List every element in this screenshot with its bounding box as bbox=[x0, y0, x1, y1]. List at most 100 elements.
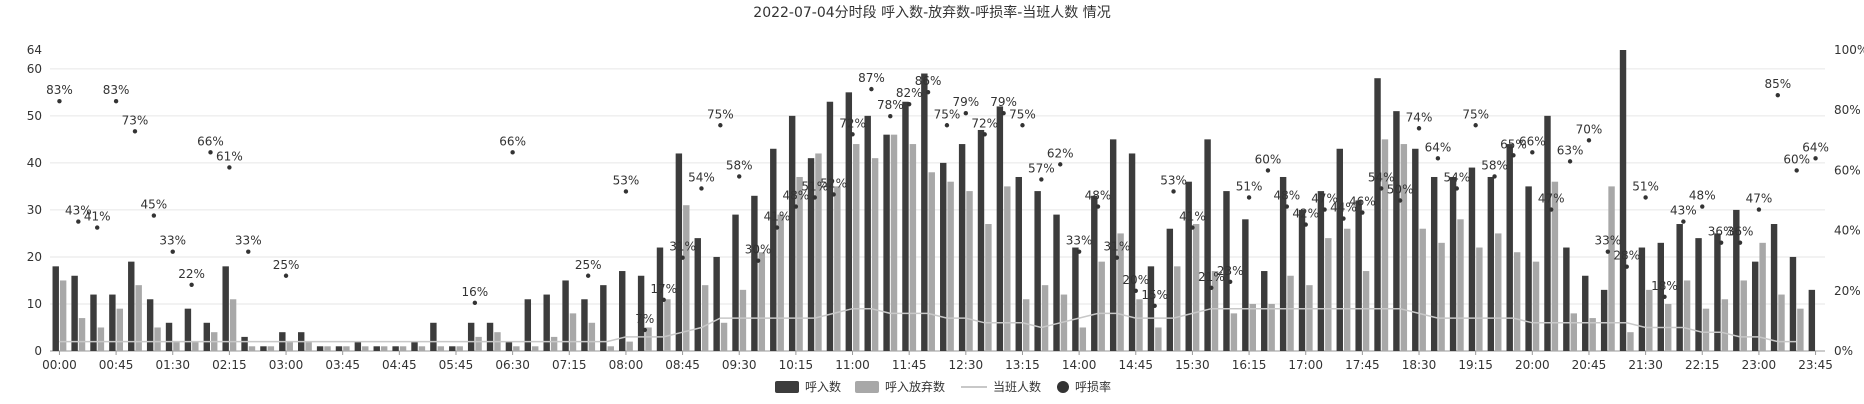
bar-abandoned bbox=[985, 224, 992, 351]
bar-calls bbox=[713, 256, 720, 351]
loss-rate-label: 75% bbox=[707, 107, 734, 121]
loss-rate-label: 20% bbox=[1122, 273, 1149, 287]
bar-calls bbox=[1355, 200, 1362, 351]
bar-abandoned bbox=[1797, 308, 1804, 351]
loss-rate-label: 53% bbox=[1160, 173, 1187, 187]
loss-rate-point bbox=[1605, 249, 1611, 254]
x-tick-label: 20:45 bbox=[1572, 358, 1607, 372]
loss-rate-point bbox=[1058, 162, 1063, 167]
y-right-tick-label: 40% bbox=[1834, 224, 1861, 238]
loss-rate-point bbox=[680, 255, 685, 260]
bar-abandoned bbox=[720, 322, 728, 351]
bar-calls bbox=[543, 294, 550, 351]
x-tick-label: 06:30 bbox=[495, 358, 530, 372]
loss-rate-point bbox=[1813, 156, 1818, 161]
loss-rate-point bbox=[1284, 204, 1290, 209]
bar-calls bbox=[1147, 266, 1155, 351]
loss-rate-label: 31% bbox=[669, 240, 696, 254]
bar-abandoned bbox=[1155, 327, 1162, 351]
bar-calls bbox=[1374, 78, 1381, 351]
loss-rate-point bbox=[1114, 255, 1120, 260]
bar-abandoned bbox=[607, 346, 614, 351]
loss-rate-point bbox=[888, 114, 893, 119]
loss-rate-point bbox=[755, 258, 761, 263]
bar-abandoned bbox=[815, 153, 822, 351]
bar-calls bbox=[146, 299, 154, 351]
bar-abandoned bbox=[890, 134, 898, 351]
bar-abandoned bbox=[1136, 299, 1143, 351]
loss-rate-point bbox=[812, 195, 817, 200]
bar-abandoned bbox=[418, 346, 426, 351]
x-tick-label: 21:30 bbox=[1628, 358, 1663, 372]
loss-rate-label: 33% bbox=[1066, 234, 1093, 248]
bar-abandoned bbox=[173, 341, 180, 351]
loss-rate-point bbox=[208, 150, 213, 155]
bar-calls bbox=[1298, 209, 1306, 351]
loss-rate-label: 85% bbox=[1764, 77, 1791, 91]
bar-calls bbox=[958, 144, 966, 351]
bar-calls bbox=[1582, 275, 1589, 351]
loss-rate-point bbox=[1567, 159, 1573, 164]
loss-rate-label: 43% bbox=[1670, 204, 1697, 218]
y-right-tick-label: 100% bbox=[1834, 43, 1864, 57]
loss-rate-label: 57% bbox=[1028, 161, 1055, 175]
loss-rate-point bbox=[1737, 240, 1743, 245]
y-left-tick-label: 60 bbox=[27, 62, 42, 76]
loss-rate-label: 74% bbox=[1406, 110, 1433, 124]
bar-calls bbox=[1600, 289, 1608, 351]
bar-calls bbox=[845, 92, 853, 351]
loss-rate-point bbox=[1624, 264, 1629, 269]
loss-rate-label: 75% bbox=[1009, 107, 1036, 121]
x-tick-label: 08:00 bbox=[609, 358, 644, 372]
loss-rate-point bbox=[132, 129, 138, 134]
bar-abandoned bbox=[853, 144, 860, 351]
y-left-tick-label: 30 bbox=[27, 203, 42, 217]
loss-rate-point bbox=[1454, 186, 1459, 191]
bar-abandoned bbox=[1476, 247, 1483, 351]
x-tick-label: 03:00 bbox=[269, 358, 304, 372]
loss-rate-label: 51% bbox=[801, 179, 828, 193]
bar-calls bbox=[1544, 115, 1551, 351]
loss-rate-label: 7% bbox=[635, 312, 654, 326]
bar-abandoned bbox=[758, 252, 766, 351]
loss-rate-label: 47% bbox=[1311, 192, 1338, 206]
bar-abandoned bbox=[739, 289, 747, 351]
loss-rate-label: 82% bbox=[896, 86, 923, 100]
loss-rate-point bbox=[1775, 92, 1780, 98]
loss-rate-point bbox=[1435, 156, 1441, 161]
bar-abandoned bbox=[626, 341, 633, 351]
bar-calls bbox=[600, 285, 607, 351]
bar-abandoned bbox=[475, 336, 482, 351]
bar-abandoned bbox=[362, 346, 369, 351]
bar-calls bbox=[430, 322, 437, 351]
bar-abandoned bbox=[1060, 294, 1068, 351]
bar-calls bbox=[1638, 247, 1646, 351]
bar-calls bbox=[826, 101, 834, 351]
loss-rate-label: 72% bbox=[839, 116, 866, 130]
loss-rate-point bbox=[850, 132, 855, 137]
bar-abandoned bbox=[1608, 186, 1615, 351]
loss-rate-point bbox=[1152, 303, 1157, 309]
x-tick-label: 19:15 bbox=[1458, 358, 1493, 372]
loss-rate-point bbox=[57, 98, 62, 104]
x-tick-label: 08:45 bbox=[665, 358, 700, 372]
loss-rate-point bbox=[982, 132, 987, 137]
loss-rate-point bbox=[1227, 279, 1233, 284]
loss-rate-label: 33% bbox=[159, 234, 186, 248]
bar-abandoned bbox=[116, 308, 124, 351]
loss-rate-label: 48% bbox=[1085, 189, 1112, 203]
bar-calls bbox=[1166, 228, 1174, 351]
loss-rate-label: 42% bbox=[1292, 207, 1319, 221]
staff-line bbox=[59, 307, 1797, 343]
bar-calls bbox=[656, 247, 664, 351]
loss-rate-point bbox=[1548, 207, 1554, 212]
bar-abandoned bbox=[1362, 271, 1370, 351]
bar-abandoned bbox=[1532, 261, 1540, 351]
loss-rate-point bbox=[906, 101, 912, 107]
loss-rate-point bbox=[737, 174, 742, 179]
loss-rate-label: 78% bbox=[877, 98, 904, 112]
bar-calls bbox=[1279, 176, 1287, 351]
bar-abandoned bbox=[1306, 285, 1313, 351]
loss-rate-label: 65% bbox=[1500, 137, 1527, 151]
